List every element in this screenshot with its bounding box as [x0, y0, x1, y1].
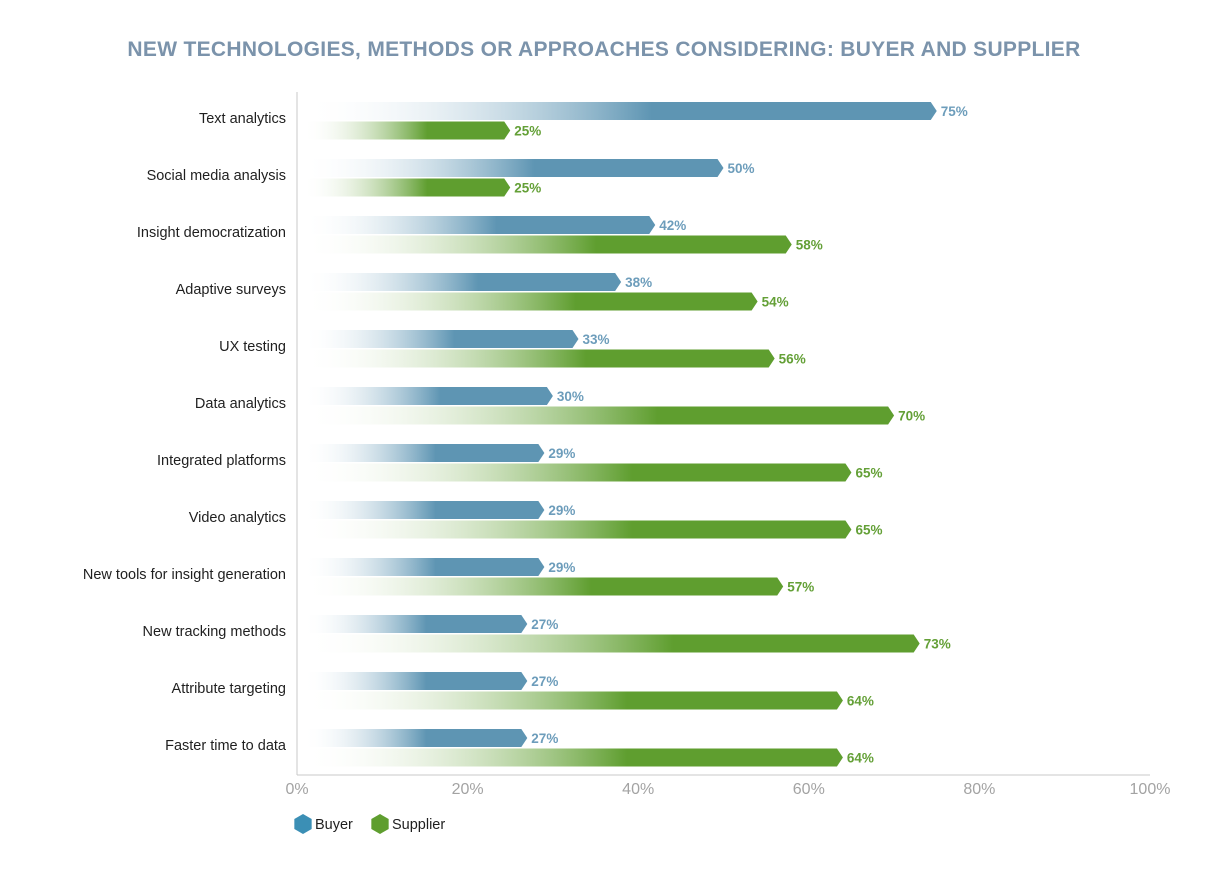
x-tick-label: 40%: [622, 781, 654, 798]
bar-supplier: [303, 406, 895, 425]
value-label-supplier: 64%: [847, 694, 874, 709]
bar-supplier: [303, 178, 511, 197]
bar-supplier: [303, 691, 843, 710]
value-label-buyer: 29%: [548, 503, 575, 518]
legend-marker-buyer: [294, 814, 312, 834]
category-labels: Text analytics Social media analysis Insig…: [83, 111, 287, 754]
x-tick-label: 80%: [963, 781, 995, 798]
bar-buyer: [303, 216, 656, 234]
value-label-buyer: 29%: [548, 446, 575, 461]
value-label-buyer: 30%: [557, 389, 584, 404]
value-label-buyer: 50%: [728, 161, 755, 176]
category-label: New tracking methods: [143, 624, 286, 640]
value-label-supplier: 65%: [855, 466, 882, 481]
category-label: Adaptive surveys: [176, 282, 286, 298]
category-label: Insight democratization: [137, 225, 286, 241]
value-label-supplier: 54%: [762, 295, 789, 310]
value-label-buyer: 27%: [531, 674, 558, 689]
bar-buyer: [303, 729, 528, 747]
value-label-supplier: 25%: [514, 124, 541, 139]
value-label-buyer: 33%: [582, 332, 609, 347]
value-label-buyer: 29%: [548, 560, 575, 575]
bar-buyer: [303, 330, 579, 348]
bar-supplier: [303, 748, 843, 767]
legend-label-buyer: Buyer: [315, 817, 353, 833]
bar-buyer: [303, 615, 528, 633]
bar-supplier: [303, 235, 792, 254]
bar-supplier: [303, 349, 775, 368]
category-label: UX testing: [219, 339, 286, 355]
x-tick-label: 0%: [285, 781, 308, 798]
bar-buyer: [303, 501, 545, 519]
category-label: Faster time to data: [165, 738, 287, 754]
value-label-supplier: 73%: [924, 637, 951, 652]
value-label-supplier: 64%: [847, 751, 874, 766]
category-label: Social media analysis: [147, 168, 286, 184]
x-tick-label: 100%: [1130, 781, 1171, 798]
bars-layer: [303, 102, 937, 767]
value-label-buyer: 27%: [531, 731, 558, 746]
x-tick-label: 20%: [452, 781, 484, 798]
value-label-supplier: 65%: [855, 523, 882, 538]
value-labels: 75% 25% 50% 25% 42% 58% 38% 54% 33% 56% 30% 70% 29% 6…: [514, 104, 968, 766]
bar-supplier: [303, 577, 784, 596]
value-label-supplier: 56%: [779, 352, 806, 367]
value-label-buyer: 42%: [659, 218, 686, 233]
bar-buyer: [303, 558, 545, 576]
value-label-buyer: 75%: [941, 104, 968, 119]
bar-buyer: [303, 102, 937, 120]
value-label-supplier: 58%: [796, 238, 823, 253]
legend: Buyer Supplier: [294, 814, 445, 834]
legend-marker-supplier: [371, 814, 389, 834]
bar-buyer: [303, 444, 545, 462]
value-label-buyer: 38%: [625, 275, 652, 290]
legend-label-supplier: Supplier: [392, 817, 445, 833]
bar-buyer: [303, 672, 528, 690]
x-tick-label: 60%: [793, 781, 825, 798]
value-label-supplier: 70%: [898, 409, 925, 424]
category-label: New tools for insight generation: [83, 567, 286, 583]
bar-supplier: [303, 520, 852, 539]
category-label: Attribute targeting: [172, 681, 286, 697]
bar-buyer: [303, 159, 724, 177]
category-label: Text analytics: [199, 111, 286, 127]
chart-title: NEW TECHNOLOGIES, METHODS OR APPROACHES …: [127, 38, 1081, 61]
bar-supplier: [303, 463, 852, 482]
x-axis: 0% 20% 40% 60% 80% 100%: [285, 92, 1170, 798]
bar-buyer: [303, 273, 622, 291]
category-label: Video analytics: [189, 510, 286, 526]
category-label: Integrated platforms: [157, 453, 286, 469]
value-label-supplier: 25%: [514, 181, 541, 196]
bar-supplier: [303, 292, 758, 311]
value-label-supplier: 57%: [787, 580, 814, 595]
value-label-buyer: 27%: [531, 617, 558, 632]
bar-supplier: [303, 634, 920, 653]
category-label: Data analytics: [195, 396, 286, 412]
bar-buyer: [303, 387, 553, 405]
bar-supplier: [303, 121, 511, 140]
